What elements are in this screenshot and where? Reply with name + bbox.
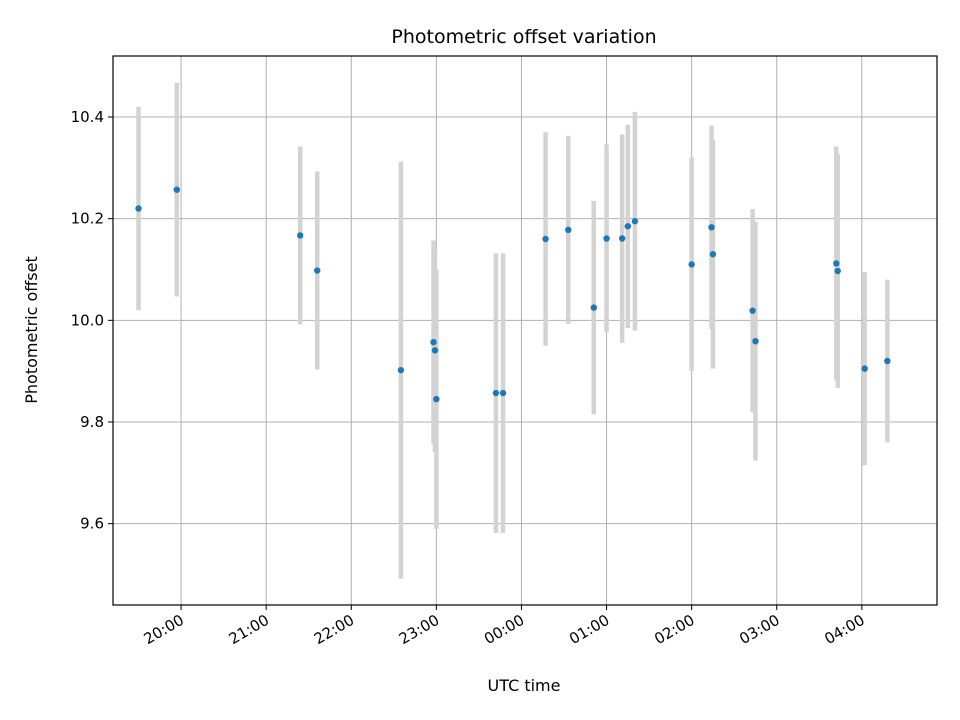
data-point [833,260,840,267]
data-point [631,218,639,225]
data-point [314,267,321,274]
grid-lines [113,56,937,605]
data-point [708,224,715,231]
data-point [590,304,597,311]
y-tick-label: 9.6 [80,515,104,533]
y-axis-label: Photometric offset [22,256,41,404]
data-point [565,226,572,234]
x-tick-label: 23:00 [396,611,442,648]
y-tick-label: 9.8 [80,413,104,431]
x-tick-label: 04:00 [821,611,867,648]
data-point [603,235,610,242]
x-tick-label: 02:00 [651,611,697,648]
data-point [135,205,142,212]
x-tick-label: 20:00 [141,611,187,648]
y-tick-label: 10.0 [71,311,104,329]
x-axis-ticks: 20:00 21:00 22:00 23:00 00:00 01:00 02:00 03:00… [141,605,868,648]
x-tick-label: 00:00 [481,611,527,648]
data-point [430,338,437,346]
data-point [749,307,756,314]
data-point [397,366,405,374]
y-axis-ticks: 9.6 9.8 10.0 10.2 10.4 [71,108,113,533]
y-tick-label: 10.2 [71,210,104,228]
data-point [752,337,759,345]
error-bars [136,82,890,579]
x-tick-label: 01:00 [566,611,612,648]
data-point [431,347,439,354]
data-point [688,261,695,268]
data-point [709,251,717,258]
x-tick-label: 22:00 [311,611,357,648]
x-tick-label: 03:00 [736,611,782,648]
y-tick-label: 10.4 [71,108,104,126]
x-tick-label: 21:00 [226,611,272,648]
chart-title: Photometric offset variation [391,26,656,48]
data-point [624,223,632,230]
data-point [884,357,891,365]
data-point [492,389,500,397]
data-point [542,235,549,243]
data-point [433,395,440,403]
data-point [618,235,626,242]
data-point [173,186,181,193]
x-axis-label: UTC time [488,676,561,695]
data-point [499,389,507,397]
data-point [297,232,304,239]
plot-frame [112,55,938,606]
data-point [861,365,868,372]
data-points [135,186,891,403]
data-point [834,267,841,275]
